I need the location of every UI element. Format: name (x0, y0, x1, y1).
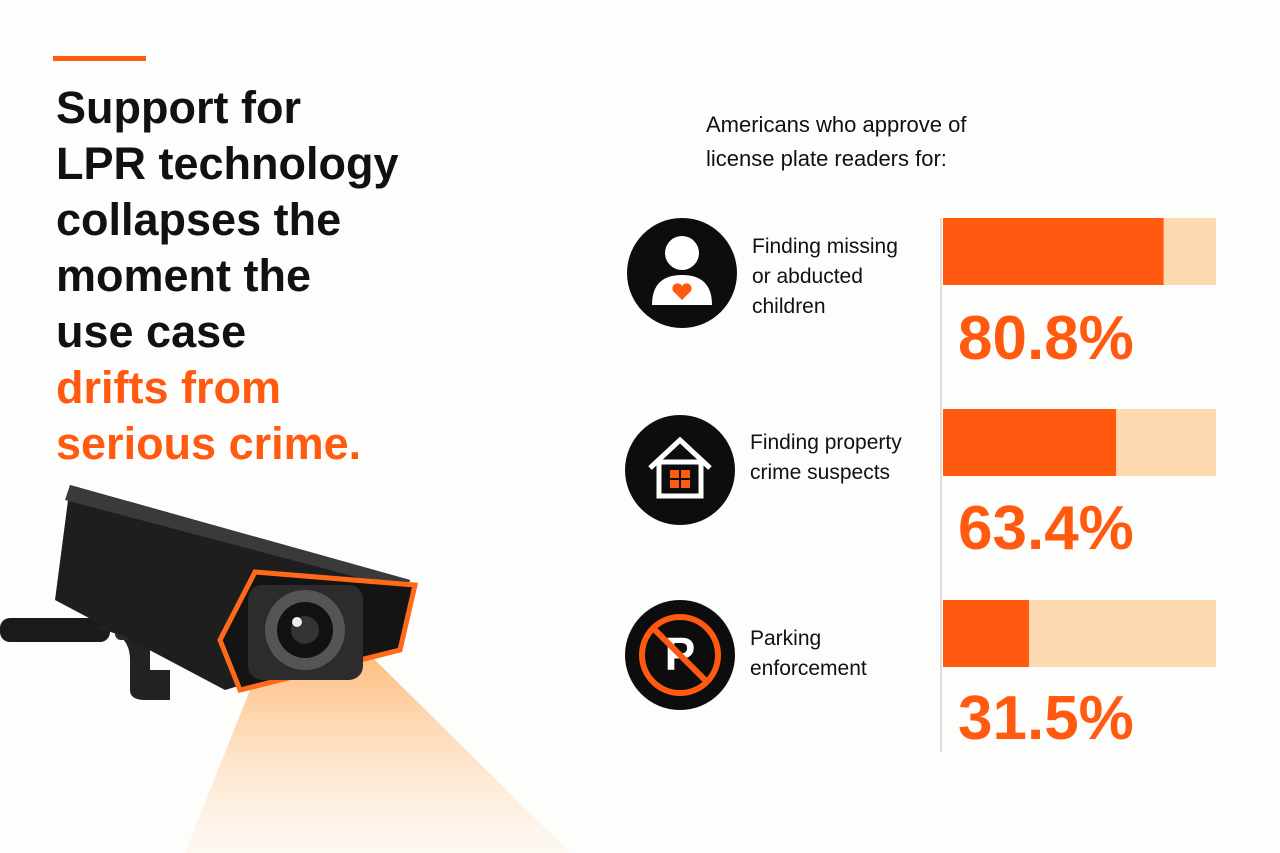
bar (943, 409, 1117, 476)
title: Support for LPR technology collapses the mo… (56, 80, 399, 472)
value-label: 63.4% (958, 494, 1134, 563)
bars (943, 218, 1216, 667)
value-label: 80.8% (958, 304, 1134, 373)
title-line: moment the (56, 250, 312, 301)
title-highlight-line: drifts from (56, 362, 281, 413)
icon-child (627, 218, 737, 328)
icon-house (625, 415, 735, 525)
category-label: Parking enforcement (750, 627, 867, 680)
value-label: 31.5% (958, 684, 1134, 753)
title-line: LPR technology (56, 138, 399, 189)
accent-line (53, 56, 146, 61)
light-cone (185, 650, 570, 853)
bar (943, 600, 1029, 667)
title-line: Support for (56, 82, 301, 133)
category-label: Finding missing or abducted children (752, 235, 898, 318)
category-label: Finding property crime suspects (750, 431, 902, 484)
camera (0, 485, 419, 700)
icon-no-parking: P (625, 600, 735, 710)
title-highlight-line: serious crime. (56, 418, 362, 469)
title-line: use case (56, 306, 247, 357)
title-line: collapses the (56, 194, 342, 245)
subtitle: Americans who approve of license plate r… (706, 112, 967, 171)
bar (943, 218, 1164, 285)
